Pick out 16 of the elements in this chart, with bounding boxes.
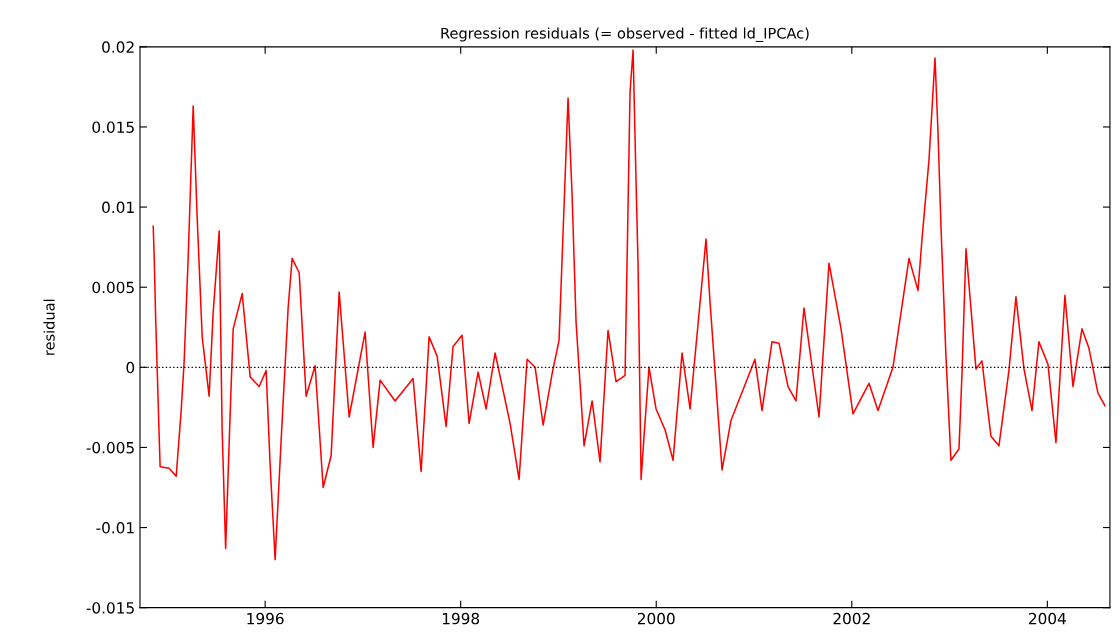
- y-tick-label: 0.015: [92, 121, 134, 133]
- y-tick-label: -0.01: [96, 522, 134, 534]
- y-axis-title: residual: [43, 299, 55, 355]
- y-tick-label: -0.015: [86, 602, 134, 614]
- y-tick-label: 0.005: [92, 281, 134, 294]
- chart-title: Regression residuals (= observed - fitted ld_IPCAc): [441, 27, 809, 42]
- x-tick-label: 2002: [833, 612, 870, 625]
- x-tick-label: 1998: [442, 612, 480, 625]
- y-tick-label: 0.02: [102, 41, 134, 53]
- y-tick-label: 0.01: [102, 201, 134, 214]
- line-series: [152, 49, 1106, 561]
- y-tick-label: -0.005: [86, 441, 134, 454]
- x-tick-label: 1996: [247, 612, 284, 625]
- x-tick-label: 2000: [637, 612, 675, 625]
- x-tick-label: 2004: [1029, 612, 1066, 625]
- y-tick-label: 0: [126, 361, 135, 374]
